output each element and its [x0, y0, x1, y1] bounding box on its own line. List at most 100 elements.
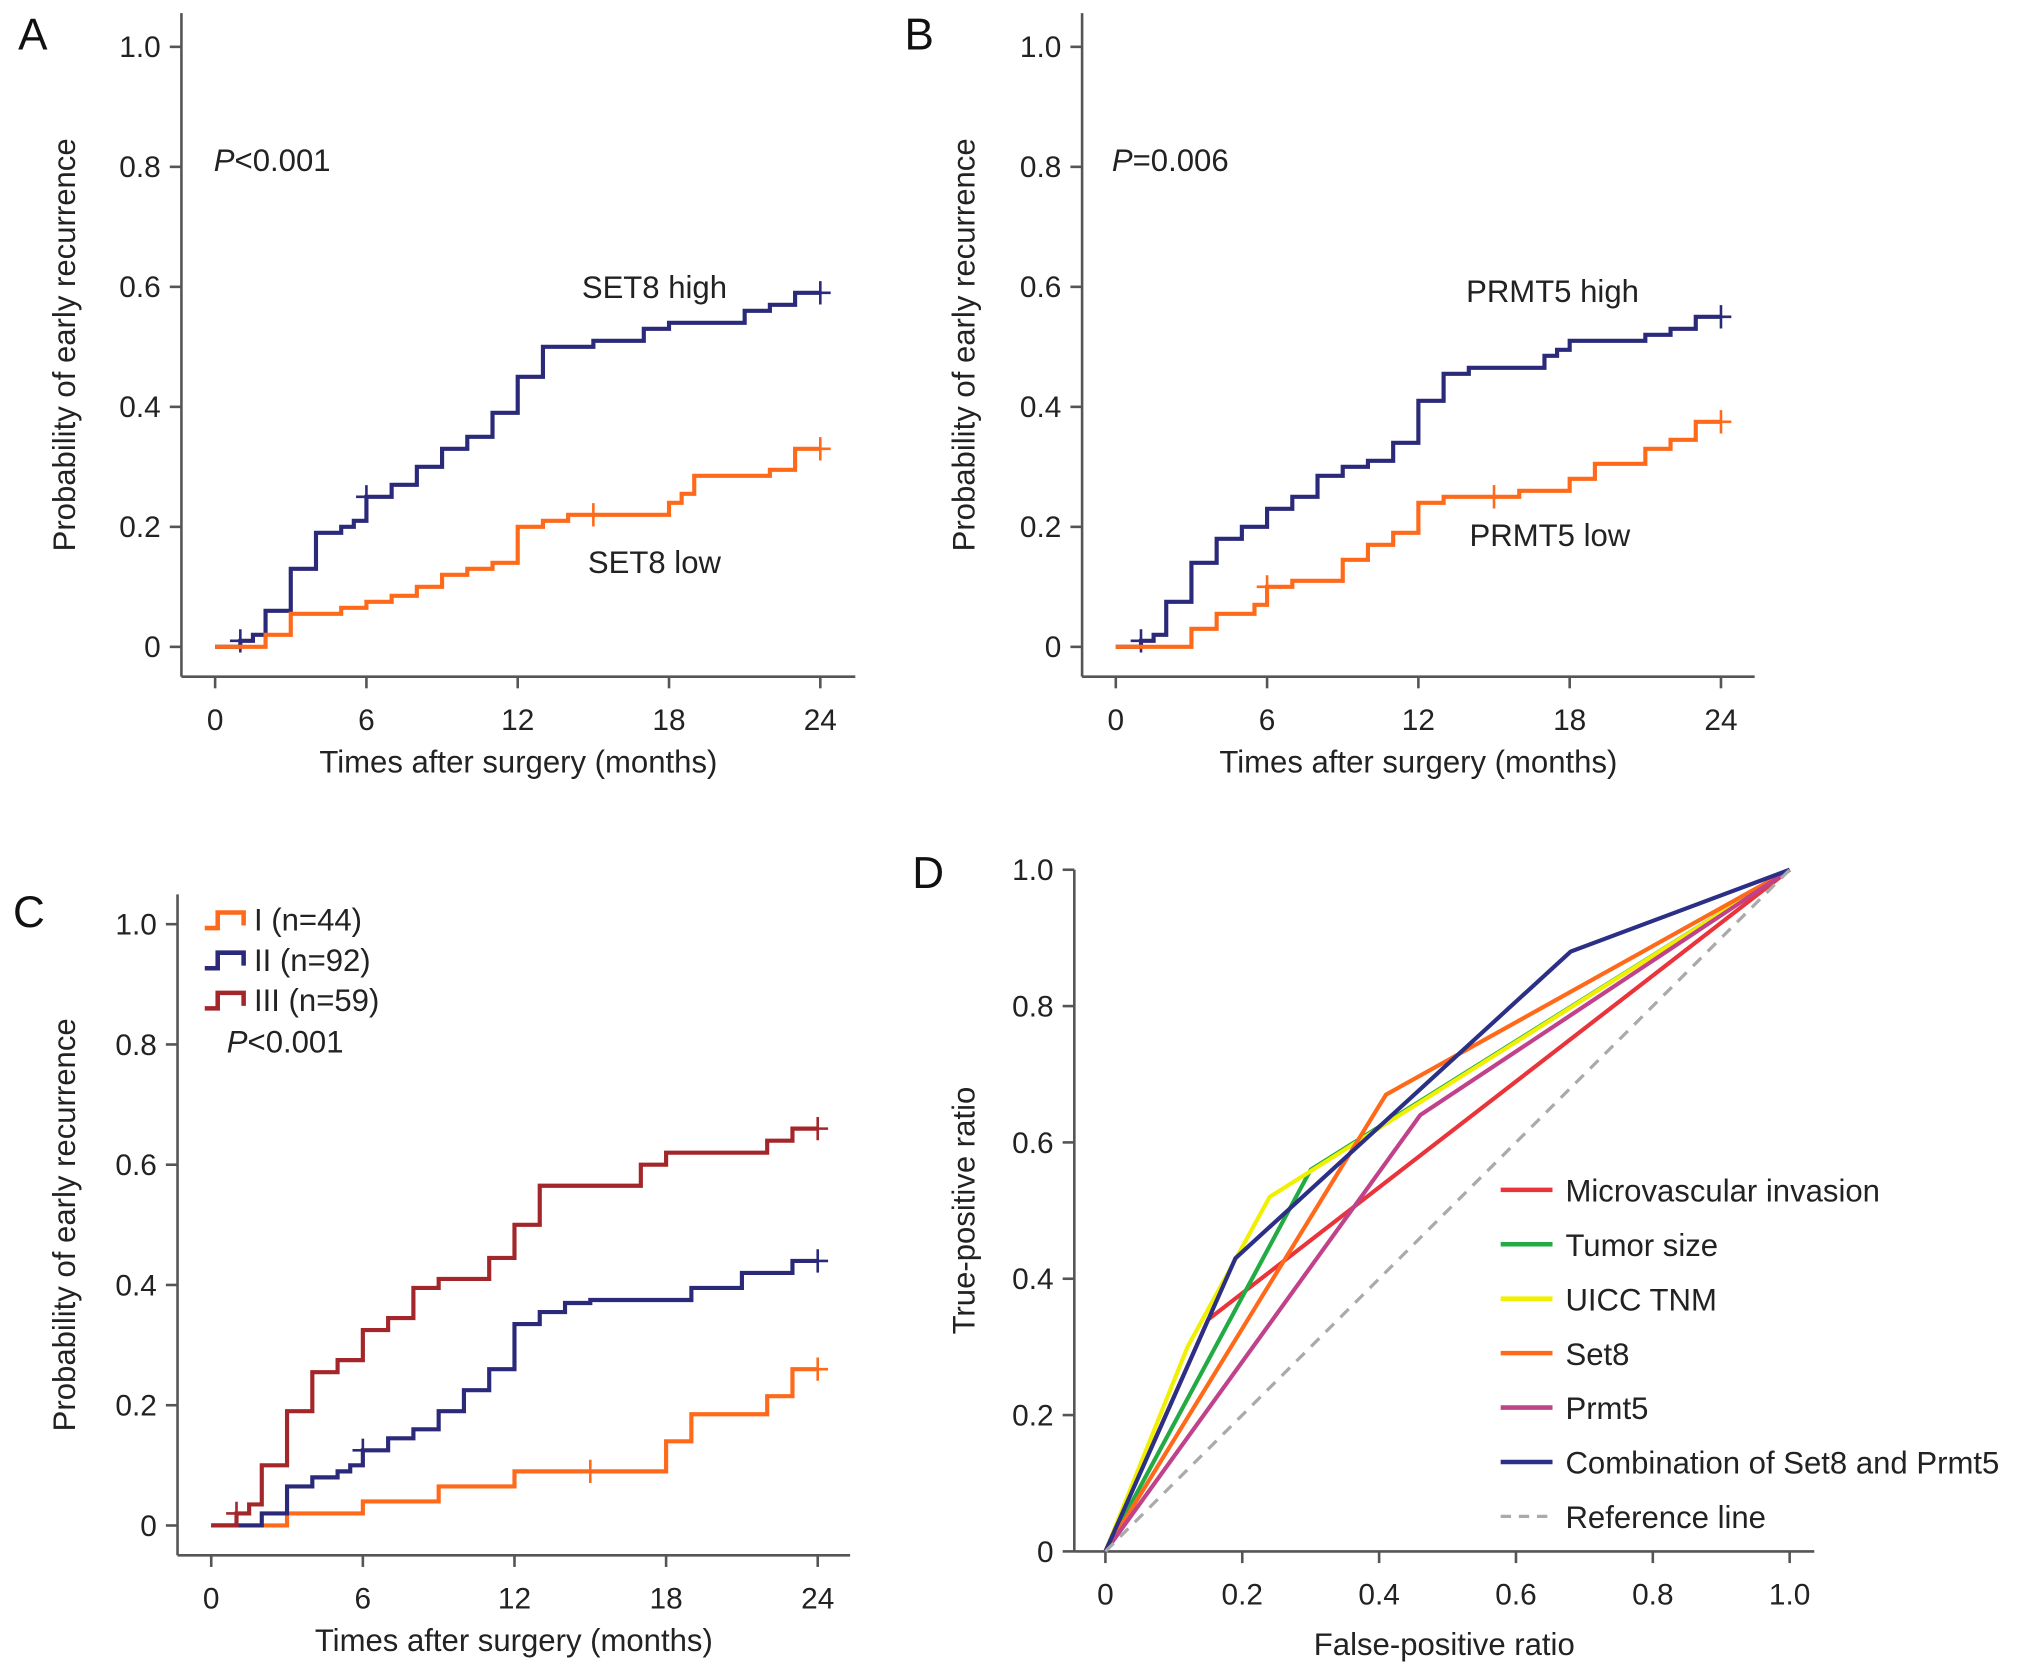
panel-c: C 0 6 12 18 24 0 0.2 0.4 0.6 0.8 1.0 Times after sur…: [13, 888, 851, 1658]
censor-mark: [1130, 629, 1152, 653]
y-tick-label: 0: [140, 1510, 157, 1543]
y-tick-label: 0.6: [1012, 1127, 1053, 1160]
series-line-ii-n-92-: [211, 1258, 818, 1528]
y-tick-label: 0.2: [1012, 1399, 1053, 1432]
p-value-text: <0.001: [235, 143, 331, 178]
y-tick-label: 0.8: [119, 151, 160, 184]
series-line-reference-line: [1104, 868, 1791, 1553]
y-tick-label: 0: [1045, 631, 1062, 664]
x-tick-label: 24: [801, 1582, 834, 1615]
x-tick-label: 0.2: [1222, 1579, 1263, 1612]
y-axis-label: Probability of early recurrence: [47, 1018, 82, 1431]
x-tick-label: 0: [1107, 704, 1124, 737]
series-line-prmt5: [1103, 868, 1791, 1553]
p-value-text: <0.001: [248, 1024, 344, 1059]
y-tick-label: 0.6: [1020, 271, 1061, 304]
x-tick-label: 0: [1097, 1579, 1114, 1612]
x-axis-label: Times after surgery (months): [1219, 745, 1617, 780]
legend-label: III (n=59): [254, 983, 379, 1018]
censor-mark: [809, 281, 831, 305]
y-axis-label: Probability of early recurrence: [947, 138, 982, 551]
x-tick-label: 24: [1704, 704, 1737, 737]
legend-swatch: [204, 950, 246, 971]
p-symbol: P: [1112, 143, 1133, 178]
legend-label: Reference line: [1565, 1500, 1766, 1535]
x-tick-label: 18: [1553, 704, 1586, 737]
panel-letter: A: [18, 10, 48, 59]
x-tick-label: 0.8: [1632, 1579, 1673, 1612]
panel-letter: C: [13, 888, 45, 937]
y-tick-label: 0.2: [1020, 511, 1061, 544]
y-tick-label: 0: [144, 631, 161, 664]
censor-mark: [352, 1438, 374, 1462]
x-tick-label: 0.6: [1495, 1579, 1536, 1612]
y-tick-label: 0.2: [115, 1390, 156, 1423]
series-line-iii-n-59-: [211, 1126, 818, 1528]
y-tick-label: 0.4: [1012, 1263, 1053, 1296]
series-line-set8: [1103, 867, 1791, 1553]
censor-mark: [1483, 485, 1505, 509]
legend-label: UICC TNM: [1565, 1282, 1716, 1317]
x-tick-label: 6: [358, 704, 375, 737]
x-tick-label: 18: [652, 704, 685, 737]
x-tick-label: 6: [1259, 704, 1276, 737]
legend-label: II (n=92): [254, 943, 371, 978]
legend-label: Tumor size: [1565, 1228, 1718, 1263]
censor-mark: [807, 1116, 829, 1141]
series-line-prmt5-high: [1115, 314, 1721, 649]
series-line-i-n-44-: [211, 1367, 818, 1528]
series-line-set8-high: [215, 290, 821, 649]
panel-letter: B: [905, 10, 934, 59]
series-label: SET8 low: [588, 545, 722, 580]
censor-mark: [356, 485, 377, 509]
x-tick-label: 12: [501, 704, 534, 737]
p-value: P<0.001: [227, 1024, 344, 1059]
legend-label: Microvascular invasion: [1565, 1174, 1880, 1209]
series-label: SET8 high: [582, 270, 727, 305]
series-line-prmt5-low: [1115, 419, 1721, 649]
y-tick-label: 0.2: [119, 511, 160, 544]
legend-label: Combination of Set8 and Prmt5: [1565, 1446, 1999, 1481]
panel-d: D 0 0.2 0.4 0.6 0.8 1.0 0 0.2 0.4 0.6 0.8 1.0 False-p…: [912, 849, 1999, 1662]
censor-mark: [583, 503, 604, 527]
y-tick-label: 0.6: [119, 271, 160, 304]
censor-mark: [1710, 410, 1732, 434]
y-tick-label: 0.4: [119, 391, 160, 424]
y-tick-label: 0.8: [1020, 151, 1061, 184]
series-line-set8-low: [215, 446, 821, 649]
censor-mark: [579, 1459, 601, 1484]
x-tick-label: 0: [207, 704, 224, 737]
legend-swatch: [204, 910, 246, 931]
legend-swatch: [204, 990, 246, 1011]
x-axis-label: Times after surgery (months): [315, 1623, 713, 1658]
y-tick-label: 0.4: [115, 1269, 156, 1302]
y-tick-label: 1.0: [1012, 854, 1053, 887]
panel-b: B 0 6 12 18 24 0 0.2 0.4 0.6 0.8 1.0 Times after sur…: [905, 10, 1755, 780]
x-tick-label: 0: [203, 1582, 220, 1615]
x-tick-label: 12: [498, 1582, 531, 1615]
p-symbol: P: [227, 1024, 248, 1059]
y-tick-label: 0.6: [115, 1149, 156, 1182]
panel-a: A 0 6 12 18 24 0 0.2 0.4 0.6 0.8 1.0 Times after sur…: [18, 10, 856, 780]
y-tick-label: 0.4: [1020, 391, 1061, 424]
p-value: P<0.001: [214, 143, 331, 178]
p-value: P=0.006: [1112, 143, 1229, 178]
y-tick-label: 1.0: [115, 909, 156, 942]
p-value-text: =0.006: [1133, 143, 1229, 178]
censor-mark: [809, 437, 831, 461]
y-tick-label: 1.0: [1020, 31, 1061, 64]
y-tick-label: 0: [1037, 1536, 1054, 1569]
x-tick-label: 18: [650, 1582, 683, 1615]
censor-mark: [1256, 575, 1278, 599]
x-tick-label: 24: [804, 704, 837, 737]
x-tick-label: 1.0: [1769, 1579, 1810, 1612]
series-line-combination-of-set8-and-prmt5: [1103, 867, 1791, 1553]
censor-mark: [226, 1501, 247, 1526]
x-tick-label: 0.4: [1358, 1579, 1399, 1612]
y-axis-label: Probability of early recurrence: [47, 138, 82, 551]
x-axis-label: Times after surgery (months): [319, 745, 717, 780]
series-label: PRMT5 high: [1466, 274, 1639, 309]
legend-label: Set8: [1565, 1337, 1629, 1372]
x-tick-label: 6: [355, 1582, 372, 1615]
